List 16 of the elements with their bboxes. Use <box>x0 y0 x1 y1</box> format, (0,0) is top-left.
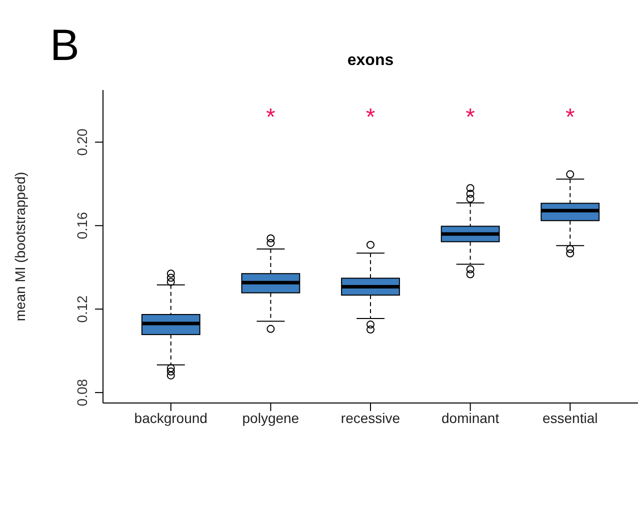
annotation: * <box>466 104 475 131</box>
y-tick-label: 0.12 <box>74 295 90 323</box>
x-tick-label: dominant <box>442 410 500 426</box>
y-axis-title: mean MI (bootstrapped) <box>12 172 28 322</box>
chart-title: exons <box>346 52 395 70</box>
x-tick-label: polygene <box>242 410 300 426</box>
y-tick-label: 0.20 <box>74 128 90 156</box>
x-tick-label: recessive <box>340 410 400 426</box>
y-tick-label: 0.08 <box>74 378 90 406</box>
annotation: * <box>366 104 376 131</box>
text: B <box>50 21 80 70</box>
x-tick-label: background <box>134 410 208 426</box>
y-tick-label: 0.16 <box>74 212 90 240</box>
annotation: * <box>565 104 575 131</box>
annotation: * <box>266 104 276 131</box>
x-tick-label: essential <box>542 410 598 426</box>
